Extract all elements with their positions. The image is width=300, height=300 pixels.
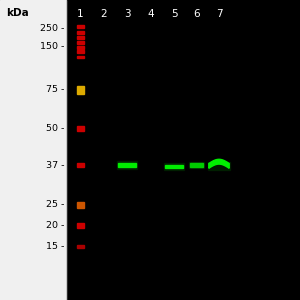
Polygon shape — [209, 159, 229, 168]
Text: 25 -: 25 - — [46, 200, 64, 209]
Bar — [77, 31, 84, 34]
Text: 250 -: 250 - — [40, 24, 64, 33]
Text: 7: 7 — [216, 9, 222, 19]
Text: 15 -: 15 - — [46, 242, 64, 251]
Bar — [77, 245, 84, 248]
Bar — [117, 161, 137, 169]
Bar — [77, 41, 84, 44]
Bar — [77, 223, 84, 228]
Text: kDa: kDa — [6, 8, 29, 17]
Text: 20 -: 20 - — [46, 221, 64, 230]
Text: 4: 4 — [147, 9, 154, 19]
Text: 150 -: 150 - — [40, 42, 64, 51]
Bar — [0, 0, 66, 300]
Text: 1: 1 — [77, 9, 84, 19]
Bar — [77, 86, 84, 94]
Bar — [77, 126, 84, 131]
Bar — [189, 162, 205, 168]
Bar — [190, 163, 203, 167]
Bar — [208, 162, 230, 170]
Text: 3: 3 — [124, 9, 130, 19]
Text: 5: 5 — [171, 9, 177, 19]
Bar — [77, 50, 84, 53]
Bar — [77, 163, 84, 167]
Bar — [77, 56, 84, 58]
Bar — [77, 46, 84, 49]
Text: 2: 2 — [100, 9, 107, 19]
Bar — [165, 164, 183, 168]
Text: 6: 6 — [193, 9, 200, 19]
Bar — [77, 36, 84, 39]
Bar — [77, 202, 84, 208]
Text: 37 -: 37 - — [46, 160, 64, 169]
Bar — [164, 163, 184, 170]
Bar — [77, 25, 84, 28]
Text: 75 -: 75 - — [46, 85, 64, 94]
Text: 50 -: 50 - — [46, 124, 64, 133]
Bar — [118, 163, 136, 167]
